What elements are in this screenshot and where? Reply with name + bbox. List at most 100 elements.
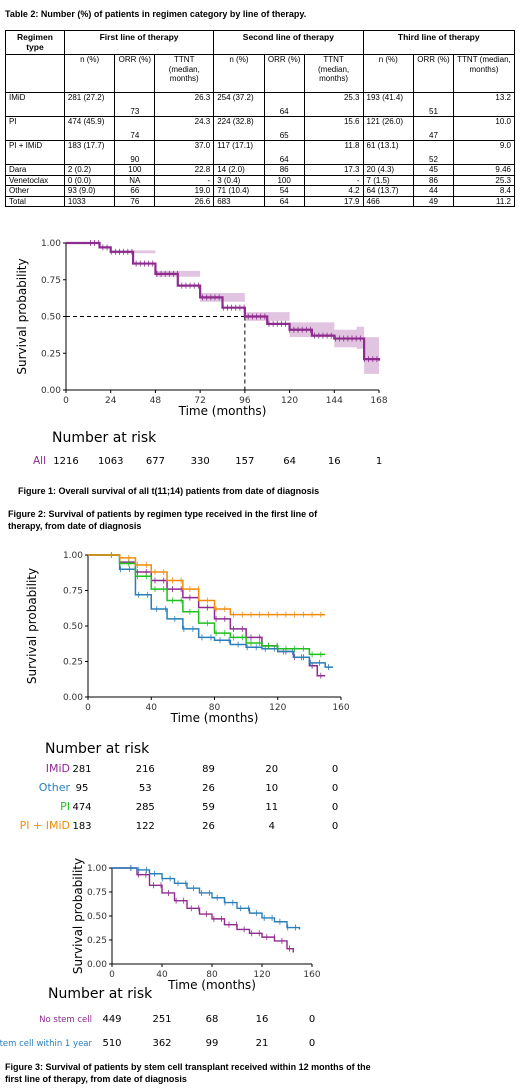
y-tick-label: 0.00 — [87, 960, 107, 970]
risk-count: 20 — [265, 764, 278, 775]
table-cell: 20 (4.3) — [362, 164, 414, 176]
risk-count: 1216 — [53, 456, 78, 467]
y-tick-label: 0.50 — [63, 622, 83, 632]
x-tick-label: 160 — [332, 703, 349, 713]
figure-1-chart: 0.00 0.25 0.50 0.75 1.00 0 24 48 72 96 120 144 168 Ti… — [15, 239, 388, 467]
risk-table-title: Number at risk — [52, 430, 157, 446]
table-cell: 73 — [114, 92, 156, 117]
table-cell: 466 — [362, 195, 414, 207]
table-cell: 0 (0.0) — [63, 174, 116, 186]
regimen-table: Regimen type First line of therapy Secon… — [5, 30, 516, 207]
x-tick-label: 96 — [239, 396, 251, 406]
subheader-cell: n (%) — [63, 54, 116, 93]
risk-count: 1063 — [98, 456, 123, 467]
risk-count: 251 — [152, 1014, 171, 1025]
table-cell: 15.6 — [303, 116, 364, 141]
risk-count: 26 — [202, 821, 215, 832]
risk-count: 10 — [265, 783, 278, 794]
table-cell: - — [154, 174, 215, 186]
risk-row-label: IMiD — [46, 762, 70, 775]
risk-count: 330 — [191, 456, 210, 467]
x-tick-label: 120 — [253, 970, 270, 980]
risk-row-label: PI — [60, 800, 70, 813]
table-cell: 2 (0.2) — [63, 164, 116, 176]
survival-curve — [66, 241, 381, 361]
table-cell: 54 — [263, 185, 305, 197]
x-tick-label: 24 — [105, 396, 117, 406]
risk-count: 0 — [332, 783, 338, 794]
risk-count: 4 — [269, 821, 275, 832]
table-cell: 64 — [263, 92, 305, 117]
risk-count: 0 — [332, 802, 338, 813]
row-label: Venetoclax — [5, 174, 65, 186]
risk-count: 677 — [146, 456, 165, 467]
x-tick-label: 40 — [156, 970, 168, 980]
survival-curve — [88, 554, 334, 668]
y-axis-label: Survival probability — [71, 858, 85, 974]
row-label: IMiD — [5, 92, 65, 117]
figure-2-caption: Figure 2: Survival of patients by regime… — [8, 509, 318, 531]
table-cell: 14 (2.0) — [213, 164, 265, 176]
y-tick-label: 1.00 — [41, 239, 61, 249]
y-tick-label: 1.00 — [63, 551, 83, 561]
table-row: PI 474 (45.9) 74 24.3 224 (32.8) 65 15.6 121 (2… — [5, 116, 516, 141]
table-cell: 117 (17.1) — [213, 140, 265, 165]
table-cell: 25.3 — [452, 174, 516, 186]
table-cell: 25.3 — [303, 92, 364, 117]
risk-count: 183 — [72, 821, 91, 832]
row-label: Dara — [5, 164, 65, 176]
x-tick-label: 72 — [194, 396, 205, 406]
risk-count: 89 — [202, 764, 215, 775]
x-tick-label: 120 — [269, 703, 286, 713]
y-tick-label: 0.25 — [87, 936, 107, 946]
risk-count: 362 — [152, 1038, 171, 1049]
table-cell: 51 — [412, 92, 454, 117]
table-cell: 37.0 — [154, 140, 215, 165]
table-cell: NA — [114, 174, 156, 186]
table-cell: 121 (26.0) — [362, 116, 414, 141]
x-tick-label: 48 — [150, 396, 162, 406]
survival-curve — [112, 867, 294, 953]
table-cell: 64 — [263, 195, 305, 207]
subheader-cell: TTNT (median, months) — [303, 54, 364, 93]
risk-count: 285 — [136, 802, 155, 813]
table-cell: 11.2 — [452, 195, 516, 207]
table-cell: 19.0 — [154, 185, 215, 197]
table-cell: 8.4 — [452, 185, 516, 197]
y-tick-label: 0.75 — [41, 276, 61, 286]
table-cell: 11.8 — [303, 140, 364, 165]
table-cell: 93 (9.0) — [63, 185, 116, 197]
x-tick-label: 0 — [85, 703, 91, 713]
table-cell: 4.2 — [303, 185, 364, 197]
table-cell: 26.6 — [154, 195, 215, 207]
figure-1-caption: Figure 1: Overall survival of all t(11;1… — [18, 486, 320, 496]
table-cell: 90 — [114, 140, 156, 165]
risk-count: 0 — [309, 1014, 315, 1025]
table-caption: Table 2: Number (%) of patients in regim… — [5, 9, 307, 19]
risk-count: 16 — [328, 456, 341, 467]
table-cell: 24.3 — [154, 116, 215, 141]
table-cell: 100 — [263, 174, 305, 186]
table-cell: 474 (45.9) — [63, 116, 116, 141]
table-cell: 7 (1.5) — [362, 174, 414, 186]
risk-count: 281 — [72, 764, 91, 775]
table-cell: 44 — [412, 185, 454, 197]
subheader-cell: ORR (%) — [412, 54, 454, 93]
table-cell: 61 (13.1) — [362, 140, 414, 165]
risk-count: 21 — [256, 1038, 269, 1049]
table-cell: 17.9 — [303, 195, 364, 207]
table-cell: 9.46 — [452, 164, 516, 176]
table-cell: 76 — [114, 195, 156, 207]
header-regimen: Regimen type — [5, 30, 65, 55]
table-cell: - — [303, 174, 364, 186]
table-cell: 281 (27.2) — [63, 92, 116, 117]
risk-count: 474 — [72, 802, 91, 813]
y-tick-label: 1.00 — [87, 864, 107, 874]
risk-count: 95 — [76, 783, 89, 794]
y-tick-label: 0.25 — [41, 349, 61, 359]
subheader-cell: n (%) — [213, 54, 265, 93]
risk-count: 0 — [332, 821, 338, 832]
table-cell: 64 (13.7) — [362, 185, 414, 197]
risk-row-label: PI + IMiD — [20, 819, 70, 832]
risk-count: 510 — [102, 1038, 121, 1049]
